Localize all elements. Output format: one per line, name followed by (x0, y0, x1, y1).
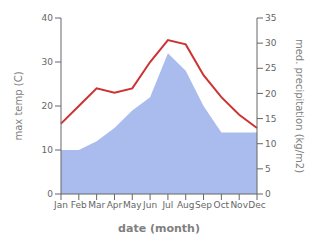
svg-text:10: 10 (265, 139, 277, 149)
svg-text:Feb: Feb (71, 200, 87, 210)
svg-text:30: 30 (42, 57, 54, 67)
svg-text:10: 10 (42, 145, 54, 155)
svg-text:Nov: Nov (230, 200, 248, 210)
svg-text:date (month): date (month) (118, 222, 200, 235)
svg-text:Jan: Jan (53, 200, 68, 210)
svg-text:Jun: Jun (142, 200, 157, 210)
svg-text:May: May (123, 200, 142, 210)
svg-text:max temp (C): max temp (C) (13, 71, 24, 140)
svg-text:Oct: Oct (214, 200, 230, 210)
svg-text:35: 35 (265, 13, 276, 23)
svg-text:Dec: Dec (248, 200, 265, 210)
svg-text:med. precipitation (kg/m2): med. precipitation (kg/m2) (294, 39, 305, 173)
svg-text:0: 0 (47, 189, 53, 199)
svg-text:0: 0 (265, 189, 271, 199)
svg-text:5: 5 (265, 164, 271, 174)
svg-text:20: 20 (42, 101, 54, 111)
svg-text:Jul: Jul (161, 200, 173, 210)
svg-text:40: 40 (42, 13, 54, 23)
svg-text:Mar: Mar (88, 200, 105, 210)
svg-text:Aug: Aug (177, 200, 195, 210)
svg-text:Apr: Apr (107, 200, 123, 210)
svg-text:15: 15 (265, 114, 276, 124)
svg-text:30: 30 (265, 38, 277, 48)
svg-text:25: 25 (265, 63, 276, 73)
svg-text:20: 20 (265, 89, 277, 99)
svg-text:Sep: Sep (195, 200, 212, 210)
